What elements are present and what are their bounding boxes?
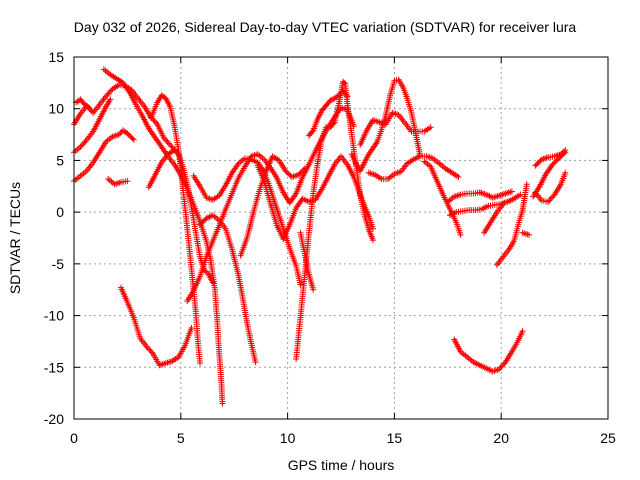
series-arc-j xyxy=(190,155,304,288)
data-marker xyxy=(306,88,351,139)
y-tick-label: -20 xyxy=(44,411,64,427)
data-marker xyxy=(519,229,532,238)
chart-title: Day 032 of 2026, Sidereal Day-to-day VTE… xyxy=(74,19,577,35)
data-marker xyxy=(237,153,308,259)
data-marker xyxy=(118,284,195,369)
series-arc-s xyxy=(357,109,434,148)
series-arc-k xyxy=(184,104,357,305)
data-marker xyxy=(532,147,569,169)
series-arc-h xyxy=(147,92,203,367)
data-marker xyxy=(357,109,434,148)
series-arc-v xyxy=(444,189,483,205)
y-tick-label: -10 xyxy=(44,308,64,324)
data-marker xyxy=(451,328,526,375)
data-marker xyxy=(365,153,462,182)
series-arc-b xyxy=(73,96,92,111)
series-arc-z xyxy=(481,200,507,236)
x-tick-label: 0 xyxy=(70,430,78,446)
series-arc-aa xyxy=(493,181,530,268)
data-marker xyxy=(71,127,137,185)
y-tick-label: 0 xyxy=(56,204,64,220)
data-points xyxy=(71,66,569,407)
data-marker xyxy=(71,81,180,156)
data-marker xyxy=(532,169,569,205)
x-axis-label: GPS time / hours xyxy=(288,457,395,473)
data-marker xyxy=(147,92,203,367)
series-arc-ad xyxy=(532,169,569,205)
series-arc-y xyxy=(476,188,515,201)
data-marker xyxy=(444,189,483,205)
series-arc-a xyxy=(71,81,180,156)
x-tick-label: 10 xyxy=(280,430,296,446)
y-tick-label: 10 xyxy=(48,101,64,117)
series-arc-q xyxy=(306,88,351,139)
y-axis-label: SDTVAR / TECUs xyxy=(7,182,23,294)
data-marker xyxy=(100,66,226,407)
data-marker xyxy=(493,181,530,268)
data-marker xyxy=(481,200,507,236)
data-marker xyxy=(71,96,114,156)
data-marker xyxy=(297,229,317,293)
series-arc-f xyxy=(105,176,131,188)
series-arc-e xyxy=(100,66,226,407)
series-arc-r xyxy=(348,76,423,174)
y-tick-label: 5 xyxy=(56,152,64,168)
data-marker xyxy=(184,104,357,305)
series-arc-l xyxy=(197,212,259,366)
y-tick-label: -5 xyxy=(52,256,65,272)
x-tick-label: 25 xyxy=(600,430,616,446)
series-arc-ae xyxy=(532,147,569,169)
data-marker xyxy=(197,212,259,366)
series-arc-t xyxy=(365,153,462,182)
series-arc-d xyxy=(71,127,137,185)
y-tick-label: 15 xyxy=(48,49,64,65)
plot-border xyxy=(73,56,609,420)
series-arc-p xyxy=(297,229,317,293)
axes: 0 5 10 15 20 25 -20 -15 -10 -5 0 5 10 15 xyxy=(44,49,616,446)
data-marker xyxy=(105,176,131,188)
data-marker xyxy=(348,76,423,174)
y-tick-label: -15 xyxy=(44,359,64,375)
series-arc-m xyxy=(237,153,308,259)
series-arc-g xyxy=(118,284,195,369)
series-arc-x xyxy=(451,328,526,375)
x-tick-label: 20 xyxy=(493,430,509,446)
data-marker xyxy=(190,155,304,288)
data-marker xyxy=(476,188,515,201)
series-arc-ab xyxy=(519,229,532,238)
x-tick-label: 5 xyxy=(177,430,185,446)
x-tick-label: 15 xyxy=(387,430,403,446)
series-arc-c xyxy=(71,96,114,156)
data-marker xyxy=(73,96,92,111)
